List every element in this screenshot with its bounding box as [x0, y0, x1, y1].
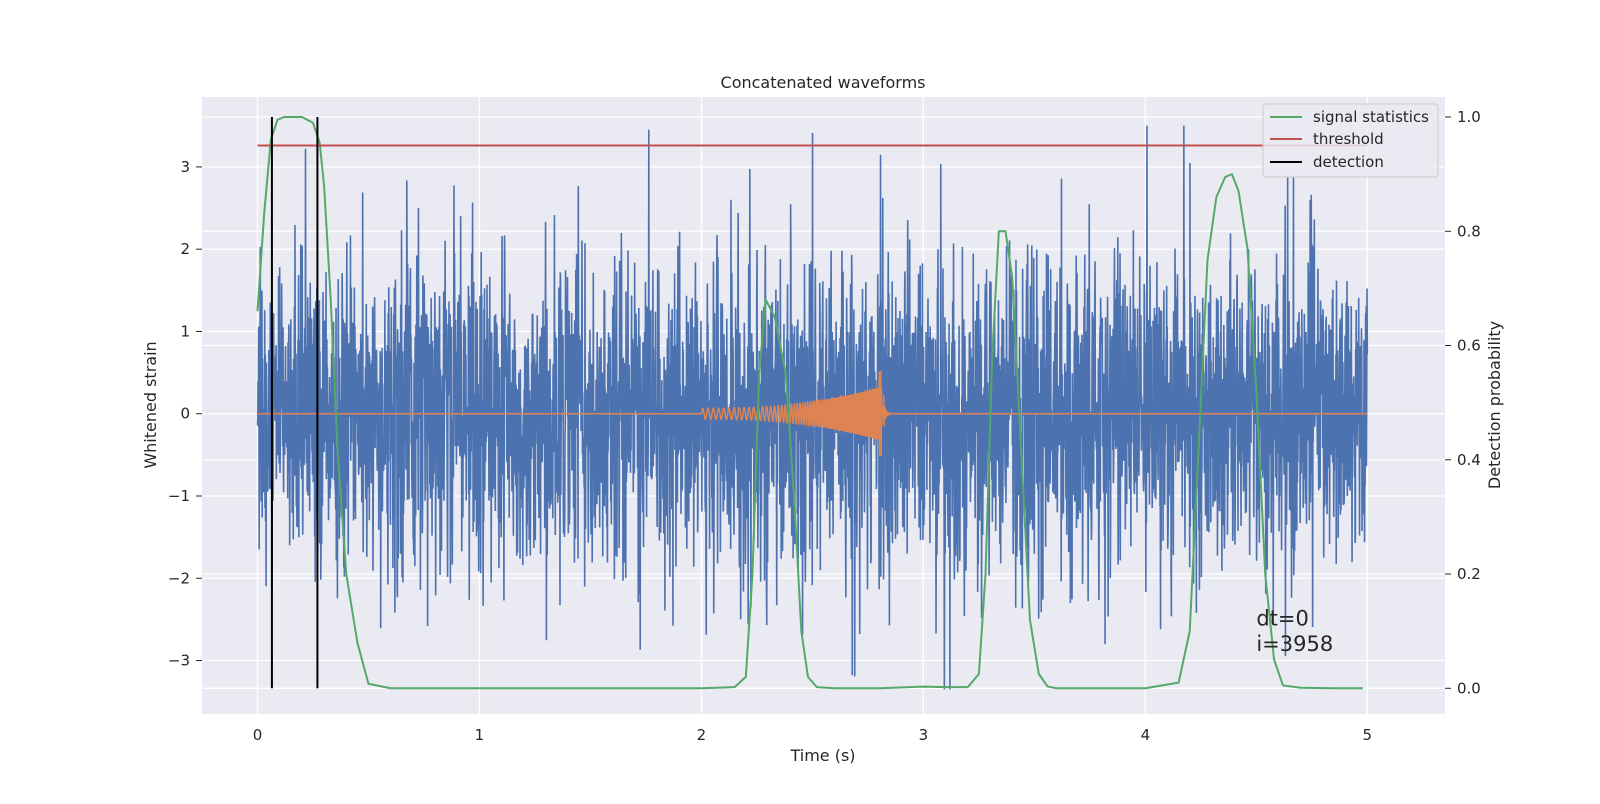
legend-label-signal-statistics: signal statistics [1313, 108, 1429, 126]
y-right-tick-label: 0.8 [1457, 222, 1481, 240]
y-left-tick-label: −1 [168, 487, 190, 505]
axes-layer: 0 1 2 3 4 5 −3 −2 −1 0 1 2 3 0.0 0.2 0.4 0.6 0.8 1.0 [168, 108, 1481, 744]
series-chirp-line [257, 371, 1368, 457]
x-tick-label: 0 [253, 726, 263, 744]
annotation-dt: dt=0 [1256, 606, 1309, 630]
y-left-tick-label: 0 [180, 405, 190, 423]
series-layer [256, 116, 1369, 690]
chart-title: Concatenated waveforms [721, 73, 926, 92]
x-tick-label: 4 [1141, 726, 1151, 744]
x-tick-label: 5 [1363, 726, 1373, 744]
y-axis-right-label: Detection probability [1485, 321, 1504, 489]
x-tick-label: 3 [919, 726, 929, 744]
y-left-tick-label: −3 [168, 652, 190, 670]
annotation-index: i=3958 [1256, 632, 1333, 656]
series-noise-line [256, 125, 1369, 690]
x-tick-label: 2 [697, 726, 707, 744]
y-left-tick-label: 3 [180, 158, 190, 176]
y-right-tick-label: 0.2 [1457, 565, 1481, 583]
y-left-tick-label: −2 [168, 569, 190, 587]
legend-label-detection: detection [1313, 153, 1384, 171]
y-left-tick-label: 1 [180, 322, 190, 340]
y-axis-left-label: Whitened strain [141, 341, 160, 468]
legend-label-threshold: threshold [1313, 130, 1384, 148]
y-right-tick-label: 0.4 [1457, 451, 1481, 469]
y-left-tick-label: 2 [180, 240, 190, 258]
y-right-tick-label: 0.6 [1457, 337, 1481, 355]
y-right-tick-label: 0.0 [1457, 679, 1481, 697]
y-right-tick-label: 1.0 [1457, 108, 1481, 126]
series-signal-statistics-line [256, 116, 1363, 690]
x-tick-label: 1 [475, 726, 485, 744]
legend-frame [1262, 103, 1439, 178]
legend: signal statistics threshold detection [1262, 103, 1439, 178]
x-axis-label: Time (s) [789, 746, 855, 765]
